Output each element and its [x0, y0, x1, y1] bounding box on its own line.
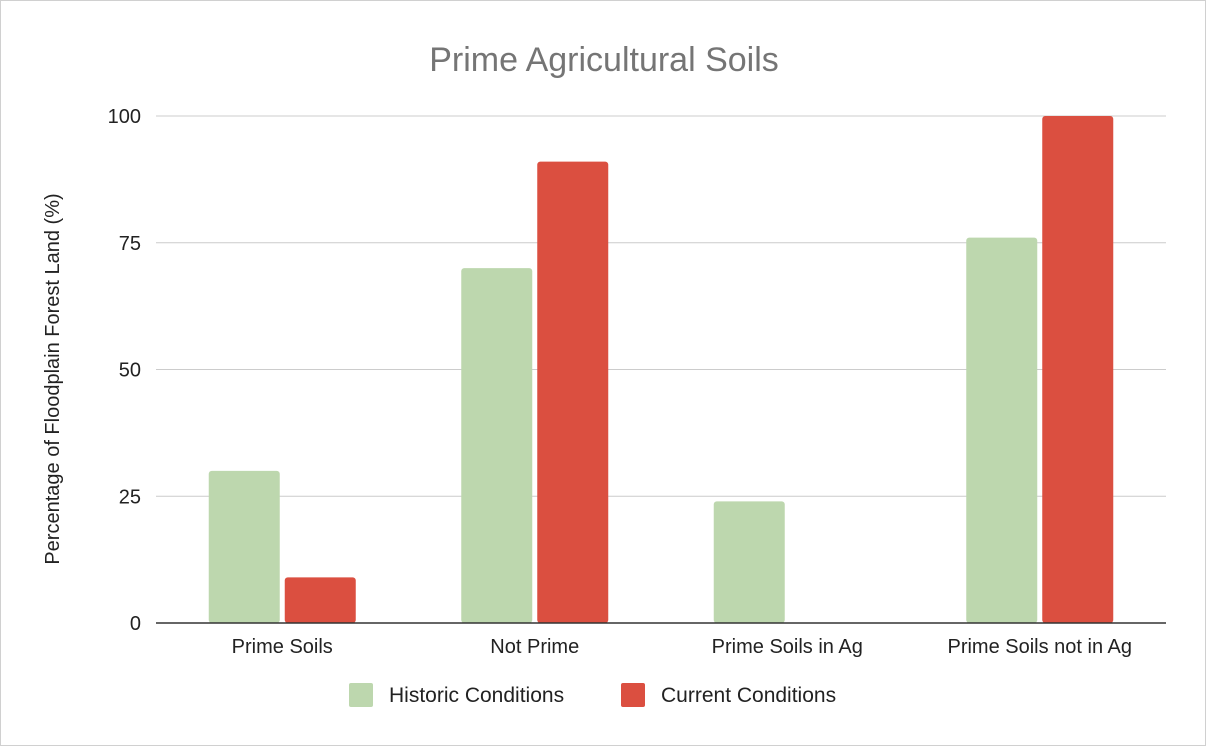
bar-3-1 [1042, 116, 1114, 623]
y-tick-label: 75 [119, 233, 141, 255]
legend-label: Historic Conditions [389, 684, 564, 707]
bar-1-0 [461, 268, 533, 623]
bars [208, 116, 1114, 623]
legend: Historic Conditions Current Conditions [349, 683, 836, 707]
y-axis-ticks: 0 25 50 75 100 [108, 106, 141, 635]
y-tick-label: 0 [130, 613, 141, 635]
y-tick-label: 50 [119, 360, 141, 382]
legend-swatch-0 [349, 683, 373, 707]
y-tick-label: 100 [108, 106, 141, 128]
x-tick-label: Prime Soils not in Ag [947, 636, 1132, 658]
chart-title: Prime Agricultural Soils [429, 41, 779, 79]
x-axis-ticks: Prime Soils Not Prime Prime Soils in Ag Pri… [232, 636, 1132, 658]
x-tick-label: Prime Soils [232, 636, 333, 658]
bar-0-0 [208, 470, 280, 623]
y-tick-label: 25 [119, 486, 141, 508]
x-tick-label: Not Prime [490, 636, 579, 658]
bar-3-0 [966, 237, 1038, 623]
legend-swatch-1 [621, 683, 645, 707]
x-tick-label: Prime Soils in Ag [712, 636, 863, 658]
bar-0-1 [284, 577, 356, 623]
bar-2-0 [713, 501, 785, 623]
legend-label: Current Conditions [661, 684, 836, 707]
bar-1-1 [537, 161, 609, 623]
y-axis-label: Percentage of Floodplain Forest Land (%) [42, 193, 64, 564]
